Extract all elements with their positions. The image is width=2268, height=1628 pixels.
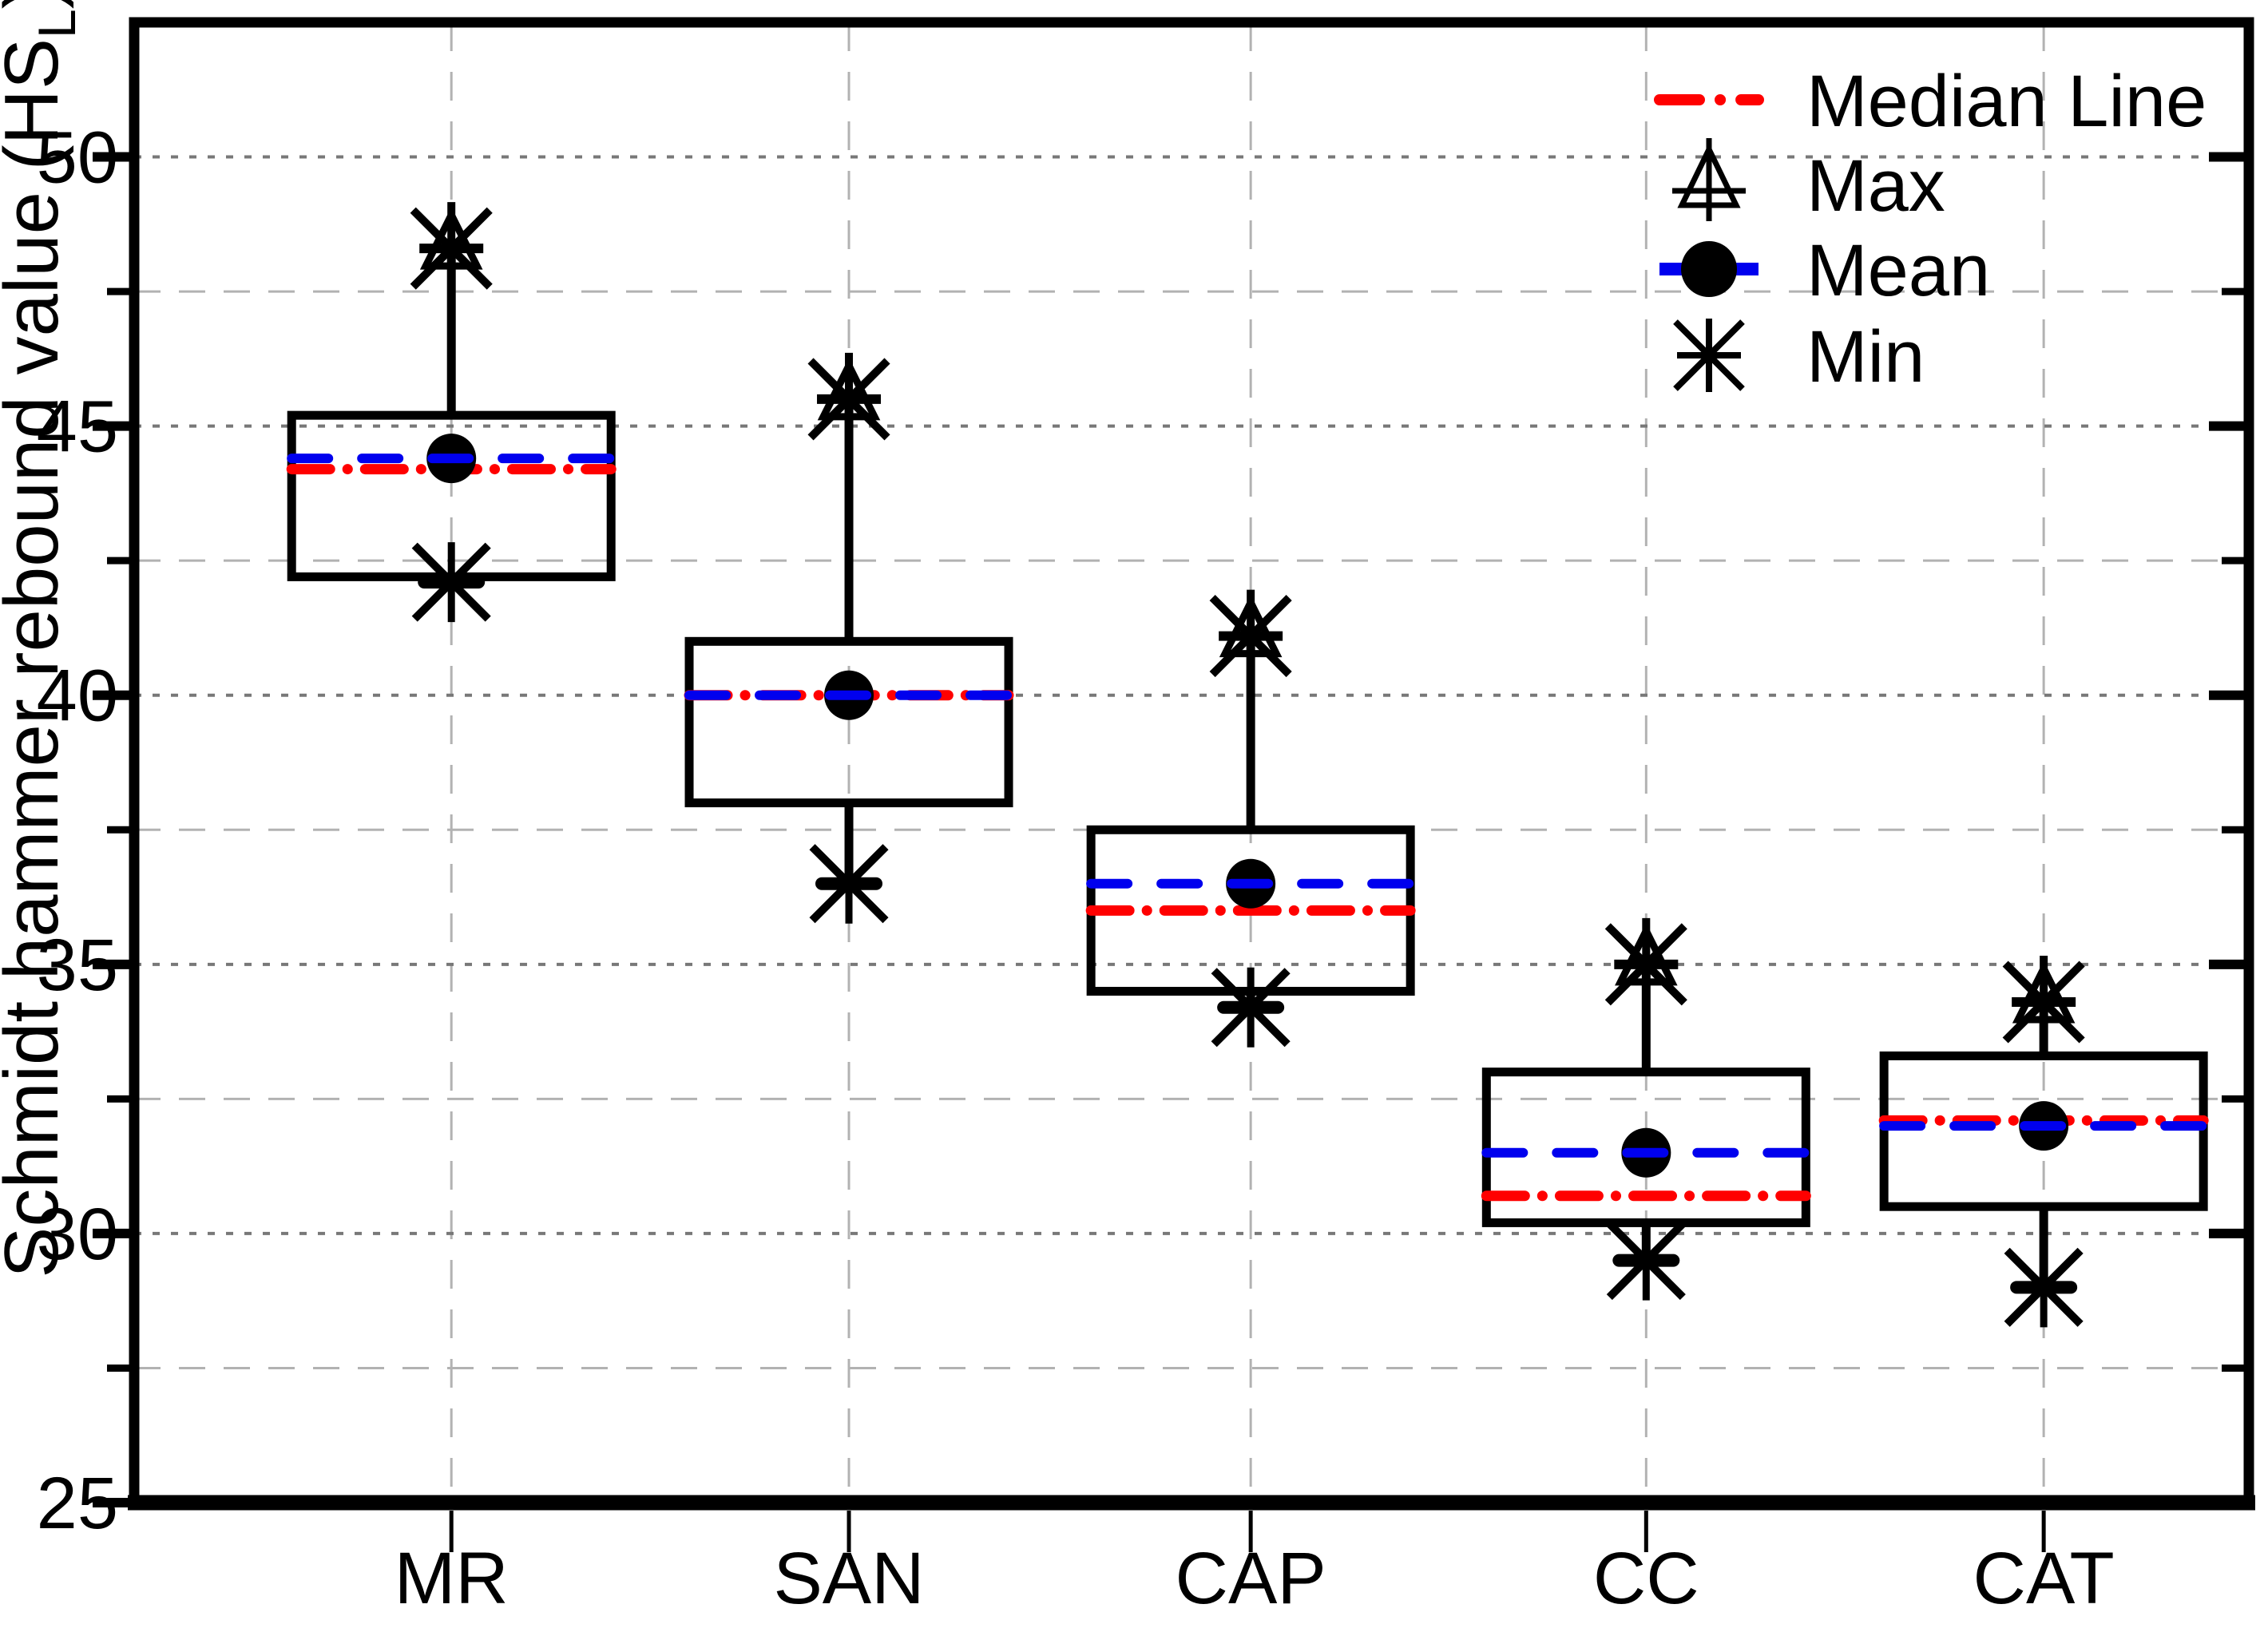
y-tick-label-40: 40 — [37, 656, 118, 737]
boxes-layer — [286, 248, 2209, 1288]
x-category-label-SAN: SAN — [773, 1538, 924, 1619]
legend-item-max: Max — [1672, 138, 1945, 227]
y-tick-label-45: 45 — [37, 386, 118, 468]
y-tick-label-35: 35 — [37, 925, 118, 1006]
y-tick-label-25: 25 — [37, 1463, 118, 1544]
y-tick-label-30: 30 — [37, 1194, 118, 1275]
box-CAT — [1879, 1051, 2208, 1211]
min-marker-SAN — [809, 843, 889, 924]
legend-label-min: Min — [1806, 316, 1925, 398]
box-SAN — [684, 636, 1013, 808]
labels-layer: 25 30 35 40 45 50 MR SAN CAP CC CAT Schmidt hammer … — [0, 0, 2115, 1619]
x-category-label-MR: MR — [395, 1538, 509, 1619]
max-marker-CAT — [2002, 956, 2085, 1049]
max-marker-CC — [1604, 917, 1687, 1011]
axes-frame-layer — [93, 17, 2255, 1552]
y-tick-label-50: 50 — [37, 117, 118, 199]
min-marker-CAT — [2004, 1247, 2084, 1328]
max-triangle — [2012, 960, 2076, 1024]
max-triangle — [1615, 922, 1678, 986]
legend-item-median: Median Line — [1654, 61, 2207, 142]
legend-label-median: Median Line — [1806, 61, 2207, 142]
max-marker-icon — [1672, 138, 1746, 221]
markers-layer — [410, 202, 2085, 1328]
max-triangle — [1219, 594, 1283, 658]
y-axis-title: Schmidt hammer rebound value (HSL) — [0, 0, 86, 1278]
max-marker-CAP — [1209, 589, 1292, 683]
x-category-label-CC: CC — [1593, 1538, 1699, 1619]
max-triangle-icon — [1677, 142, 1741, 208]
min-marker-CAP — [1211, 967, 1291, 1048]
max-marker-SAN — [807, 352, 890, 446]
x-category-label-CAT: CAT — [1973, 1538, 2115, 1619]
max-triangle — [817, 357, 881, 421]
min-marker-MR — [411, 542, 491, 623]
legend-label-mean: Mean — [1806, 230, 1990, 311]
min-marker-icon — [1673, 319, 1745, 392]
max-triangle — [419, 207, 483, 270]
gridlines-layer — [134, 22, 2249, 1503]
max-marker-MR — [410, 202, 493, 295]
x-category-label-CAP: CAP — [1176, 1538, 1326, 1619]
min-marker-CC — [1606, 1220, 1686, 1301]
legend-item-min: Min — [1673, 316, 1925, 398]
mean-point-icon — [1681, 241, 1737, 297]
legend-label-max: Max — [1806, 145, 1945, 227]
legend-item-mean: Mean — [1659, 230, 1990, 311]
